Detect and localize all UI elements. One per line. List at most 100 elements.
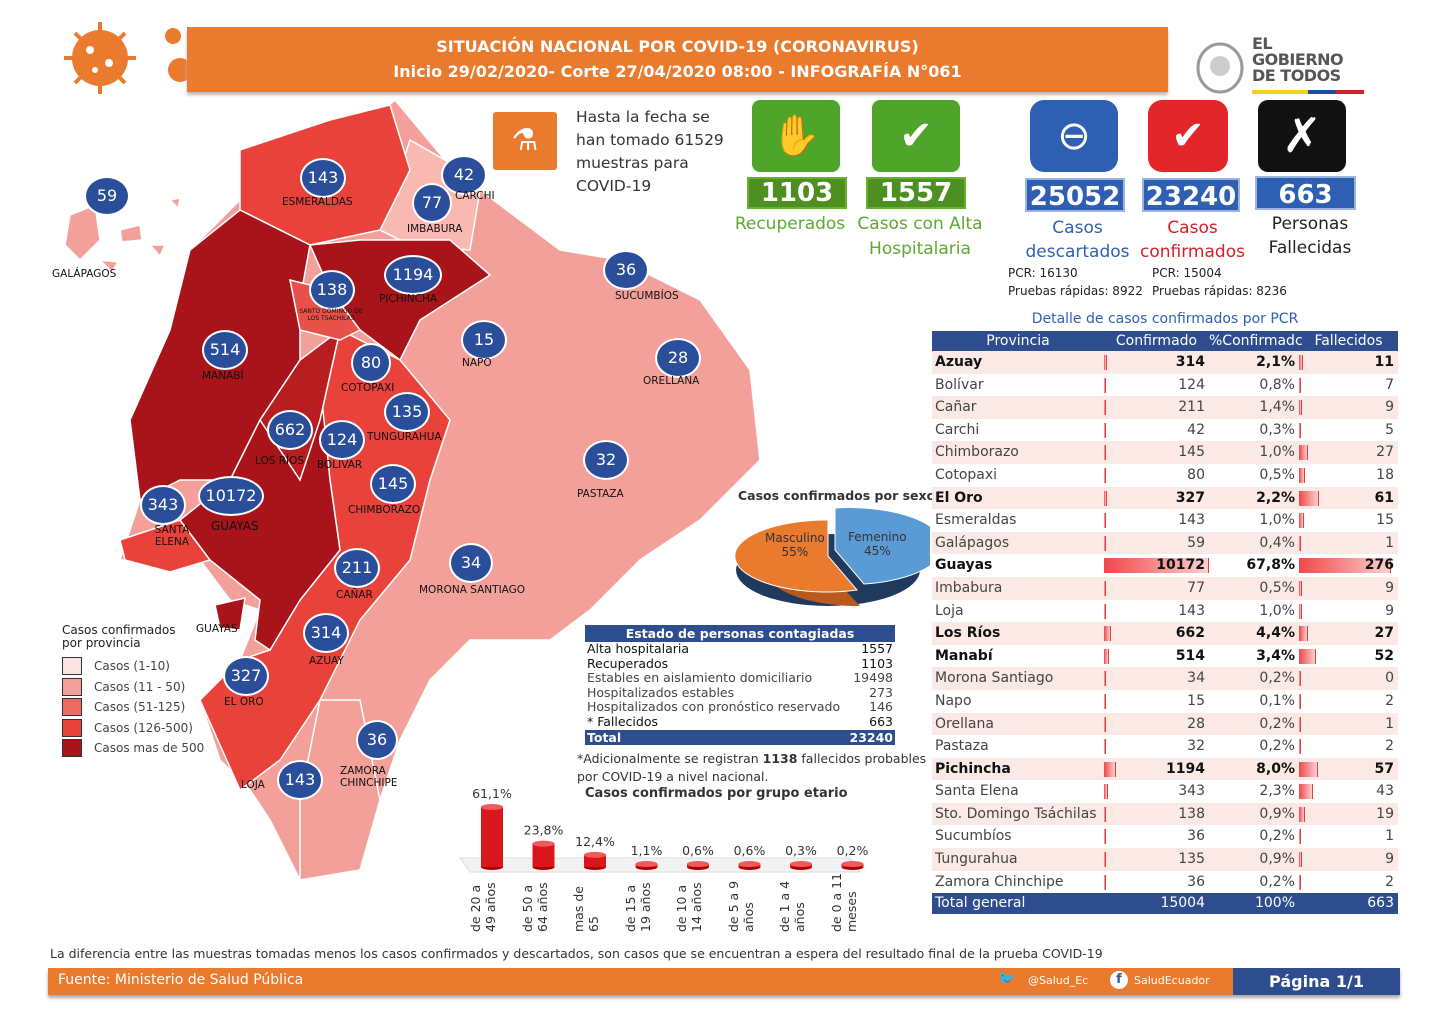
fallecidos-value: 5 bbox=[1385, 421, 1394, 438]
confirmado-databar bbox=[1104, 535, 1107, 551]
table-row: Manabí 514 3,4% 52 bbox=[932, 645, 1398, 668]
confirmado-value: 143 bbox=[1178, 602, 1205, 619]
confirmado-databar bbox=[1104, 490, 1108, 506]
twitter-handle[interactable]: @Salud_Ec bbox=[1028, 974, 1089, 987]
fallecidos-databar bbox=[1299, 716, 1301, 732]
confirmados-pcr: PCR: 15004 bbox=[1152, 266, 1222, 280]
cell-provincia: Tungurahua bbox=[935, 851, 1018, 868]
map-region-guayas-island bbox=[214, 597, 246, 631]
muestras-line: COVID-19 bbox=[576, 177, 652, 195]
age-bar-top bbox=[790, 861, 812, 867]
label-esmeraldas: ESMERALDAS bbox=[282, 196, 353, 208]
age-bar-label: 61,1% bbox=[472, 786, 512, 801]
legend-label: Casos mas de 500 bbox=[94, 741, 205, 756]
cell-fallecidos: 11 bbox=[1299, 351, 1398, 374]
label-guayas: GUAYAS bbox=[211, 519, 259, 533]
cell-provincia: Cotopaxi bbox=[935, 466, 998, 483]
recuperados-label: Recuperados bbox=[734, 214, 846, 234]
cell-fallecidos: 1 bbox=[1299, 532, 1398, 555]
estado-table: Estado de personas contagiadas Alta hosp… bbox=[585, 625, 895, 745]
confirmado-databar bbox=[1104, 852, 1107, 868]
bubble-el-oro: 327 bbox=[225, 658, 267, 694]
confirmados-rapidas: Pruebas rápidas: 8236 bbox=[1152, 284, 1287, 298]
total-confirmado: 15004 bbox=[1160, 895, 1205, 912]
confirmado-value: 143 bbox=[1178, 512, 1205, 529]
confirmado-databar bbox=[1104, 693, 1107, 709]
cell-confirmado: 36 bbox=[1104, 871, 1209, 894]
confirmados-label-1: Casos bbox=[1167, 218, 1218, 238]
bubble-guayas: 10172 bbox=[200, 478, 262, 514]
masc-name: Masculino bbox=[765, 531, 825, 545]
page-indicator: Página 1/1 bbox=[1233, 968, 1400, 995]
muestras-line: Hasta la fecha se bbox=[576, 108, 710, 126]
table-row: Tungurahua 135 0,9% 9 bbox=[932, 848, 1398, 871]
fallecidos-value: 1 bbox=[1385, 715, 1394, 732]
muestras-line: muestras para bbox=[576, 154, 689, 172]
label-imbabura: IMBABURA bbox=[407, 223, 463, 235]
descartados-rapidas: Pruebas rápidas: 8922 bbox=[1008, 284, 1143, 298]
bubble-carchi: 42 bbox=[443, 157, 485, 193]
fallecidos-value: 9 bbox=[1385, 399, 1394, 416]
footer-bar: Fuente: Ministerio de Salud Pública 🐦 @S… bbox=[48, 968, 1400, 995]
cell-pct: 0,5% bbox=[1259, 466, 1295, 483]
confirmado-databar bbox=[1104, 716, 1107, 732]
cell-pct: 3,4% bbox=[1256, 647, 1295, 664]
descartados-label-2: descartados bbox=[1025, 242, 1130, 262]
estado-label: Hospitalizados con pronóstico reservado bbox=[587, 699, 841, 715]
bubble-orellana: 28 bbox=[657, 340, 699, 376]
fallecidos-value: 1 bbox=[1385, 534, 1394, 551]
cell-fallecidos: 7 bbox=[1299, 374, 1398, 397]
alta-label-1: Casos con Alta bbox=[857, 214, 983, 234]
bubble-zamora: 36 bbox=[358, 722, 396, 758]
age-category-label: de 20 a 49 años bbox=[468, 882, 498, 932]
confirmado-value: 80 bbox=[1187, 466, 1205, 483]
col-provincia: Provincia bbox=[986, 333, 1050, 349]
table-row: Orellana 28 0,2% 1 bbox=[932, 712, 1398, 736]
legend-swatch bbox=[62, 677, 82, 696]
label-cotopaxi: COTOPAXI bbox=[341, 382, 395, 394]
cell-pct: 67,8% bbox=[1246, 557, 1295, 574]
confirmado-value: 124 bbox=[1178, 376, 1205, 393]
table-total-row: Total general 15004 100% 663 bbox=[932, 893, 1398, 915]
cell-fallecidos: 61 bbox=[1299, 487, 1398, 510]
cell-fallecidos: 9 bbox=[1299, 396, 1398, 419]
fallecidos-databar bbox=[1299, 445, 1308, 461]
cell-provincia: Bolívar bbox=[935, 376, 984, 393]
age-bar-label: 0,6% bbox=[734, 843, 766, 858]
confirmado-databar bbox=[1104, 422, 1107, 438]
bubble-bolivar: 124 bbox=[321, 422, 363, 458]
age-category-label: de 15 a 19 años bbox=[622, 882, 653, 932]
fallecidos-databar bbox=[1299, 580, 1302, 596]
confirmado-value: 343 bbox=[1178, 783, 1205, 800]
cell-confirmado: 77 bbox=[1104, 577, 1209, 600]
cell-pct: 0,2% bbox=[1259, 715, 1295, 732]
cell-provincia: Orellana bbox=[935, 715, 994, 732]
bubble-imbabura: 77 bbox=[414, 185, 450, 221]
fallecidos-databar bbox=[1299, 626, 1308, 642]
age-bar-label: 0,6% bbox=[682, 843, 714, 858]
confirmado-databar bbox=[1104, 377, 1107, 393]
confirmado-databar bbox=[1104, 467, 1107, 483]
table-row: Chimborazo 145 1,0% 27 bbox=[932, 441, 1398, 464]
cell-confirmado: 10172 bbox=[1104, 554, 1209, 577]
sexo-title: Casos confirmados por sexo bbox=[738, 488, 936, 503]
map-region-santa-elena bbox=[119, 519, 212, 573]
provinces-table: Provincia Confirmado %Confirmadc Falleci… bbox=[932, 331, 1398, 915]
cell-provincia: Galápagos bbox=[935, 534, 1010, 551]
cell-provincia: Santa Elena bbox=[935, 783, 1019, 800]
confirmados-label-2: confirmados bbox=[1140, 242, 1245, 262]
estado-value: 663 bbox=[869, 713, 893, 729]
estado-row: Estables en aislamiento domiciliario 1949… bbox=[585, 671, 895, 686]
fallecidos-databar bbox=[1299, 513, 1304, 529]
confirmado-databar bbox=[1104, 874, 1107, 890]
cell-provincia: Guayas bbox=[935, 557, 993, 574]
cell-fallecidos: 1 bbox=[1299, 825, 1398, 848]
cell-confirmado: 327 bbox=[1104, 487, 1209, 510]
recuperados-value: 1103 bbox=[747, 177, 847, 209]
table-row: Esmeraldas 143 1,0% 15 bbox=[932, 509, 1398, 532]
cell-fallecidos: 27 bbox=[1299, 622, 1398, 645]
bubble-galapagos: 59 bbox=[86, 178, 128, 214]
table-row: Napo 15 0,1% 2 bbox=[932, 690, 1398, 713]
facebook-handle[interactable]: SaludEcuador bbox=[1134, 974, 1210, 987]
cell-fallecidos: 2 bbox=[1299, 735, 1398, 758]
